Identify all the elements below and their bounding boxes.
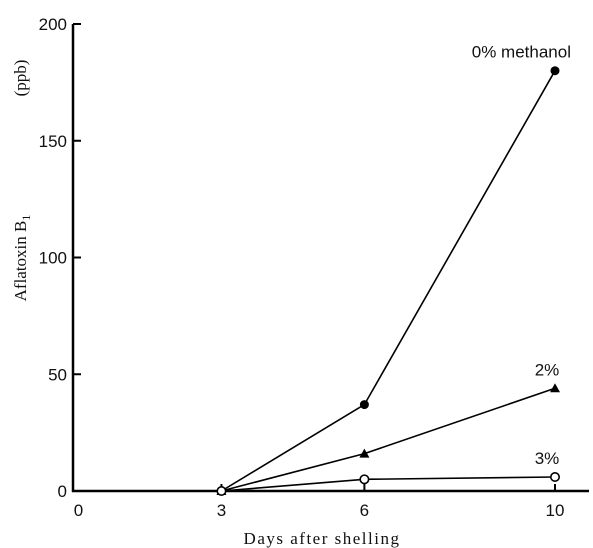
y-axis-unit: (ppb) [11, 60, 30, 97]
x-tick-label: 10 [546, 501, 565, 520]
y-axis-title-subscript: 1 [19, 215, 33, 221]
data-point [359, 400, 369, 410]
series-2: 2% [216, 360, 560, 495]
series-label: 3% [535, 449, 560, 468]
series-line [221, 70, 556, 492]
axes [71, 24, 589, 493]
data-point [216, 485, 227, 496]
y-tick-label: 200 [39, 15, 67, 34]
y-axis-title: Aflatoxin B1 [11, 215, 33, 302]
series-line [221, 476, 556, 492]
labels-layer: Days after shelling Aflatoxin B1 (ppb) [11, 60, 401, 548]
x-tick-label: 0 [74, 501, 83, 520]
y-tick-label: 150 [39, 132, 67, 151]
data-point [550, 383, 560, 393]
y-tick-label: 100 [39, 249, 67, 268]
data-point [549, 471, 560, 482]
y-tick-label: 50 [48, 365, 67, 384]
data-point [359, 448, 370, 458]
data-point [359, 474, 370, 485]
x-tick-label: 6 [360, 501, 369, 520]
series-1: 0% methanol [216, 43, 571, 496]
x-axis-title: Days after shelling [244, 529, 401, 548]
data-point [550, 66, 560, 76]
x-tick-label: 3 [217, 501, 226, 520]
axis-ticks: 0 50 100 150 200 0 3 6 10 [39, 15, 565, 520]
series-line [221, 387, 556, 492]
series-layer: 0% methanol 2% 3% [216, 43, 571, 496]
y-tick-label: 0 [58, 482, 67, 501]
series-label: 0% methanol [472, 43, 571, 62]
y-axis-title-main: Aflatoxin B [11, 221, 30, 302]
series-label: 2% [535, 360, 560, 379]
series-3: 3% [216, 449, 560, 496]
